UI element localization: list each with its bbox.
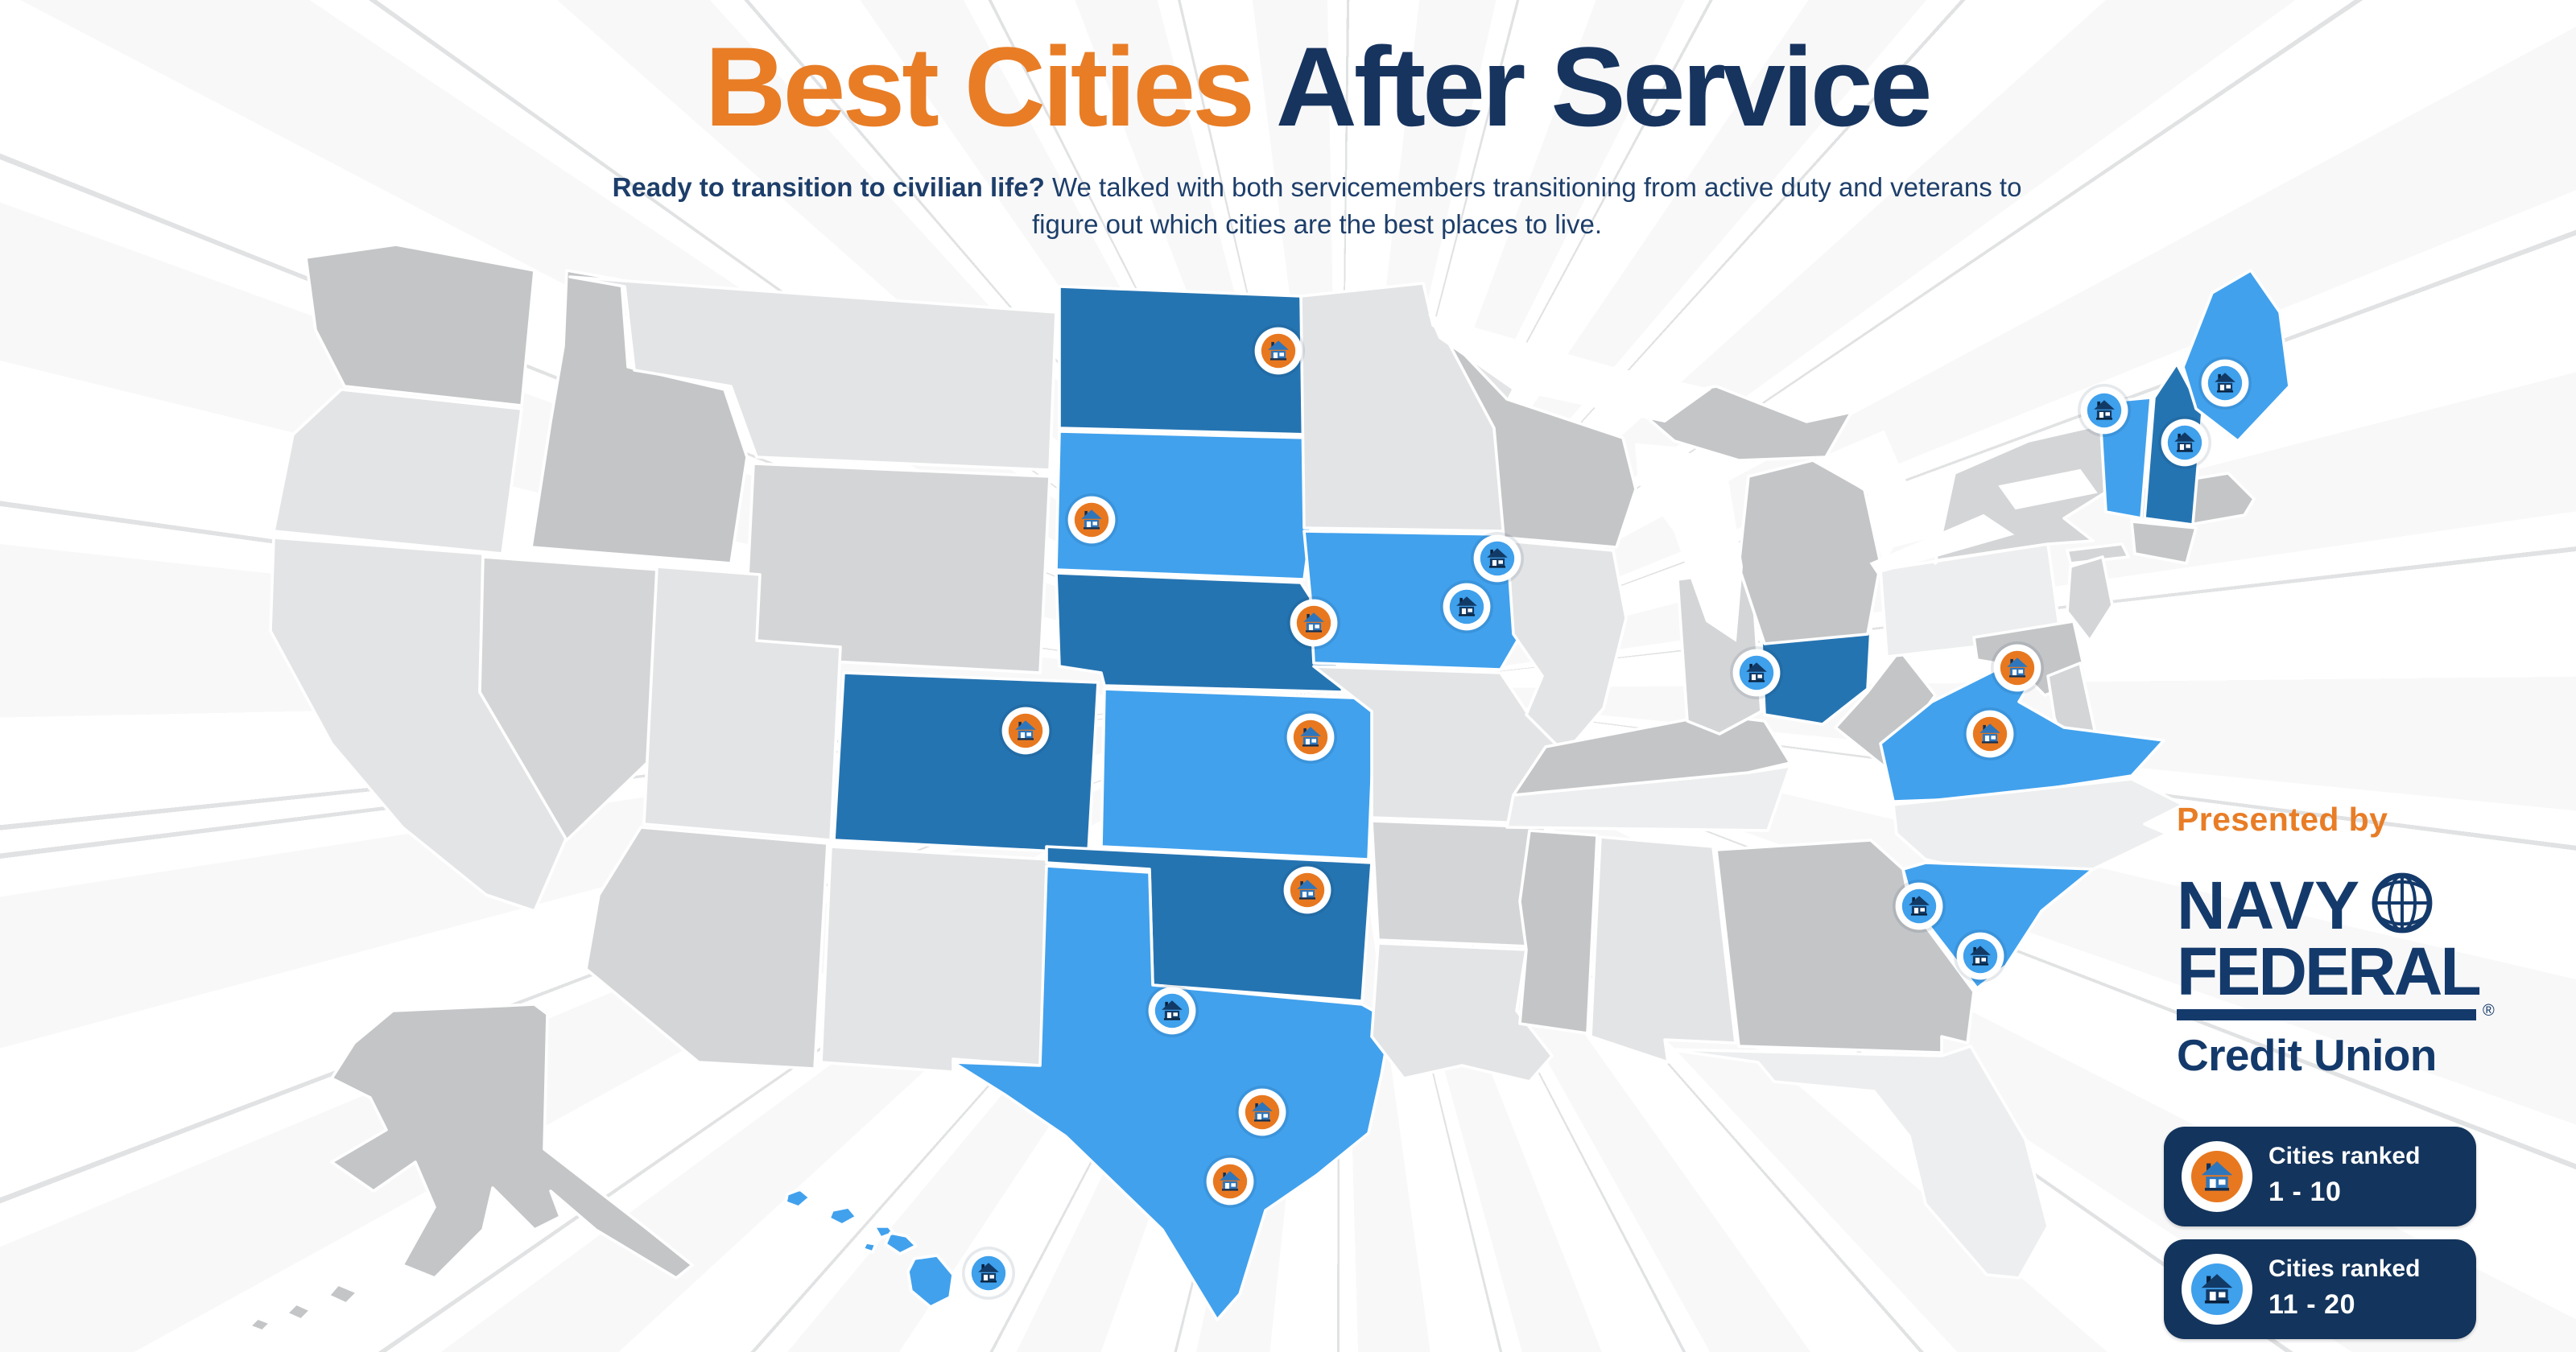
state-nc — [1892, 777, 2185, 877]
state-nj — [2066, 555, 2114, 642]
logo-navy-row: NAVY — [2177, 872, 2515, 939]
state-ne — [1055, 571, 1344, 694]
state-wa — [304, 243, 536, 407]
state-fl — [1666, 1045, 2050, 1280]
state-ctri — [2130, 520, 2198, 565]
state-mi — [1737, 459, 1882, 645]
subtitle-body: We talked with both servicemembers trans… — [1031, 173, 2022, 241]
legend-line1: Cities ranked — [2268, 1143, 2421, 1171]
rank-11-20-marker-icon — [2182, 1254, 2252, 1325]
city-marker-orange-co — [999, 704, 1052, 757]
legend-rank-11-20: Cities ranked 11 - 20 — [2164, 1239, 2476, 1339]
logo-navy-text: NAVY — [2177, 868, 2360, 943]
city-marker-blue-hi — [962, 1247, 1015, 1300]
great-lake-2 — [1634, 443, 1744, 642]
great-lake-3 — [1814, 430, 1918, 566]
state-nm — [819, 845, 1051, 1074]
state-ak — [248, 1003, 694, 1333]
legend-line1: Cities ranked — [2268, 1255, 2421, 1284]
city-marker-blue-ia — [1471, 532, 1524, 585]
city-marker-blue-ia — [1440, 580, 1493, 633]
city-marker-orange-ne — [1287, 596, 1340, 649]
great-lake-1 — [1428, 314, 1712, 423]
page-title-rest: After Service — [1252, 24, 1933, 150]
state-ar — [1370, 819, 1547, 948]
logo-underline-bar: ® — [2177, 1003, 2495, 1020]
state-or — [272, 388, 523, 555]
state-hi — [784, 1188, 955, 1309]
city-marker-blue-me — [2198, 357, 2252, 410]
state-wi — [1441, 330, 1637, 549]
city-marker-orange-ks — [1284, 711, 1337, 764]
state-ms — [1518, 829, 1599, 1035]
state-nv — [478, 555, 662, 842]
state-ks — [1100, 687, 1377, 861]
state-ga — [1715, 839, 1975, 1054]
page-title-highlight: Best Cities — [704, 24, 1255, 150]
city-marker-orange-ok — [1281, 864, 1334, 917]
city-marker-orange-va — [1963, 707, 2017, 760]
city-marker-orange-sd — [1065, 493, 1118, 546]
page-title: Best Cities After Service — [29, 28, 2576, 147]
state-al — [1589, 835, 1737, 1064]
city-marker-blue-vt — [2078, 384, 2131, 437]
legend-rank-1-10-text: Cities ranked 1 - 10 — [2268, 1142, 2420, 1211]
city-marker-orange-tx — [1236, 1086, 1289, 1139]
state-mt — [568, 275, 1058, 472]
city-marker-orange-va — [1991, 641, 2044, 695]
state-li — [2066, 542, 2130, 565]
rank-1-10-marker-icon — [2182, 1141, 2252, 1212]
header: Best Cities After Service Ready to trans… — [29, 28, 2576, 247]
legend-line2: 1 - 10 — [2268, 1176, 2342, 1207]
legend-line2: 11 - 20 — [2268, 1288, 2356, 1320]
logo-federal-text: FEDERAL — [2177, 933, 2482, 1009]
presented-by-label: Presented by — [2177, 802, 2388, 839]
globe-icon — [2372, 872, 2433, 934]
state-wy — [742, 462, 1051, 674]
city-marker-blue-sc — [1893, 880, 1946, 933]
city-marker-blue-sc — [1954, 930, 2007, 983]
state-az — [584, 826, 829, 1070]
city-marker-blue-nh — [2158, 416, 2211, 469]
city-marker-blue-oh — [1730, 646, 1783, 699]
state-tx — [952, 864, 1393, 1321]
subtitle-lead: Ready to transition to civilian life? — [612, 173, 1045, 202]
navy-federal-logo: NAVY FEDERAL ® Credit Union — [2177, 872, 2515, 1082]
city-marker-blue-tx — [1146, 984, 1199, 1037]
page-subtitle: Ready to transition to civilian life? We… — [609, 170, 2025, 247]
great-lake-5 — [1998, 468, 2098, 510]
great-lake-4 — [1869, 513, 2015, 575]
registered-mark: ® — [2483, 1002, 2495, 1020]
state-id — [530, 269, 749, 565]
city-marker-orange-tx — [1203, 1155, 1257, 1208]
legend-rank-11-20-text: Cities ranked 11 - 20 — [2268, 1255, 2420, 1324]
state-ut — [642, 565, 842, 842]
city-marker-orange-nd — [1252, 324, 1305, 377]
logo-credit-union-text: Credit Union — [2177, 1029, 2437, 1080]
state-co — [832, 671, 1100, 855]
legend-rank-1-10: Cities ranked 1 - 10 — [2164, 1127, 2476, 1226]
